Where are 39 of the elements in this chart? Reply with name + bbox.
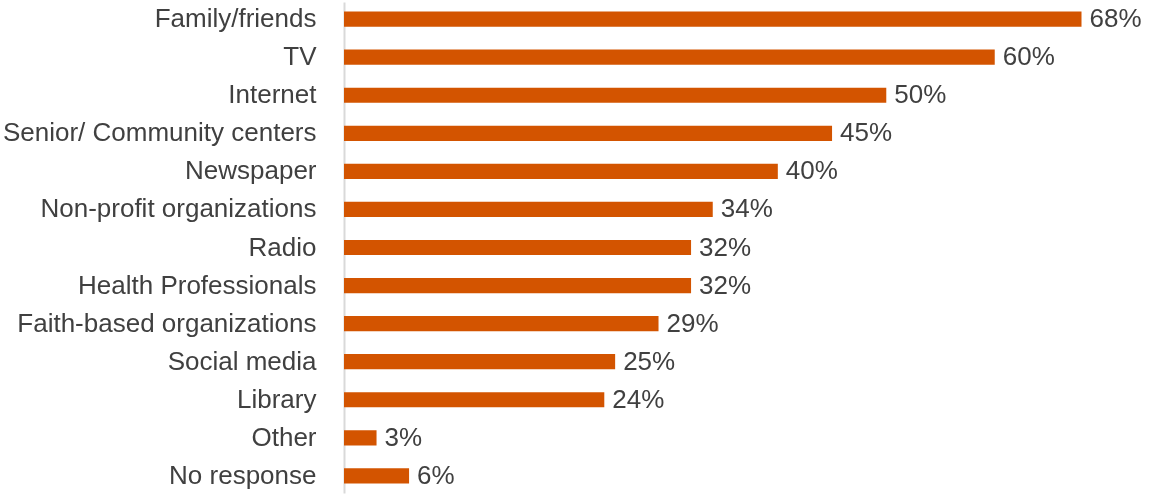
y-tick-label: Faith-based organizations xyxy=(17,307,317,338)
data-label: 60% xyxy=(1002,41,1055,72)
y-tick-label: TV xyxy=(283,41,318,72)
bar xyxy=(344,277,692,294)
bar xyxy=(344,239,692,256)
y-tick-label: Internet xyxy=(228,79,318,110)
bar xyxy=(344,125,833,141)
y-tick-label: Radio xyxy=(248,231,317,262)
data-label: 3% xyxy=(384,421,423,452)
data-label: 34% xyxy=(720,193,773,224)
data-label: 29% xyxy=(666,307,719,338)
bar xyxy=(344,316,659,332)
data-label: 50% xyxy=(894,79,947,110)
y-tick-label: Family/friends xyxy=(154,3,317,34)
y-tick-label: Health Professionals xyxy=(78,269,317,300)
data-label: 25% xyxy=(623,345,676,376)
bar xyxy=(344,354,616,370)
y-tick-label: Newspaper xyxy=(184,155,317,186)
data-label: 24% xyxy=(612,383,665,414)
bar xyxy=(344,392,605,408)
data-label: 68% xyxy=(1089,3,1142,34)
bar xyxy=(344,49,995,65)
data-label: 32% xyxy=(699,269,752,300)
y-tick-label: Other xyxy=(251,421,317,452)
bar xyxy=(344,87,887,103)
y-tick-label: No response xyxy=(169,459,317,490)
bar xyxy=(344,430,377,446)
bar xyxy=(344,201,713,218)
data-label: 6% xyxy=(417,459,455,490)
data-label: 45% xyxy=(840,117,893,148)
y-tick-label: Library xyxy=(237,383,317,414)
data-label: 32% xyxy=(699,231,752,262)
data-label: 40% xyxy=(785,155,838,186)
bar xyxy=(344,468,410,484)
y-tick-label: Non-profit organizations xyxy=(40,193,317,224)
bar xyxy=(344,163,778,179)
y-tick-label: Senior/ Community centers xyxy=(2,117,317,148)
bar xyxy=(344,11,1082,27)
y-tick-label: Social media xyxy=(167,345,318,376)
